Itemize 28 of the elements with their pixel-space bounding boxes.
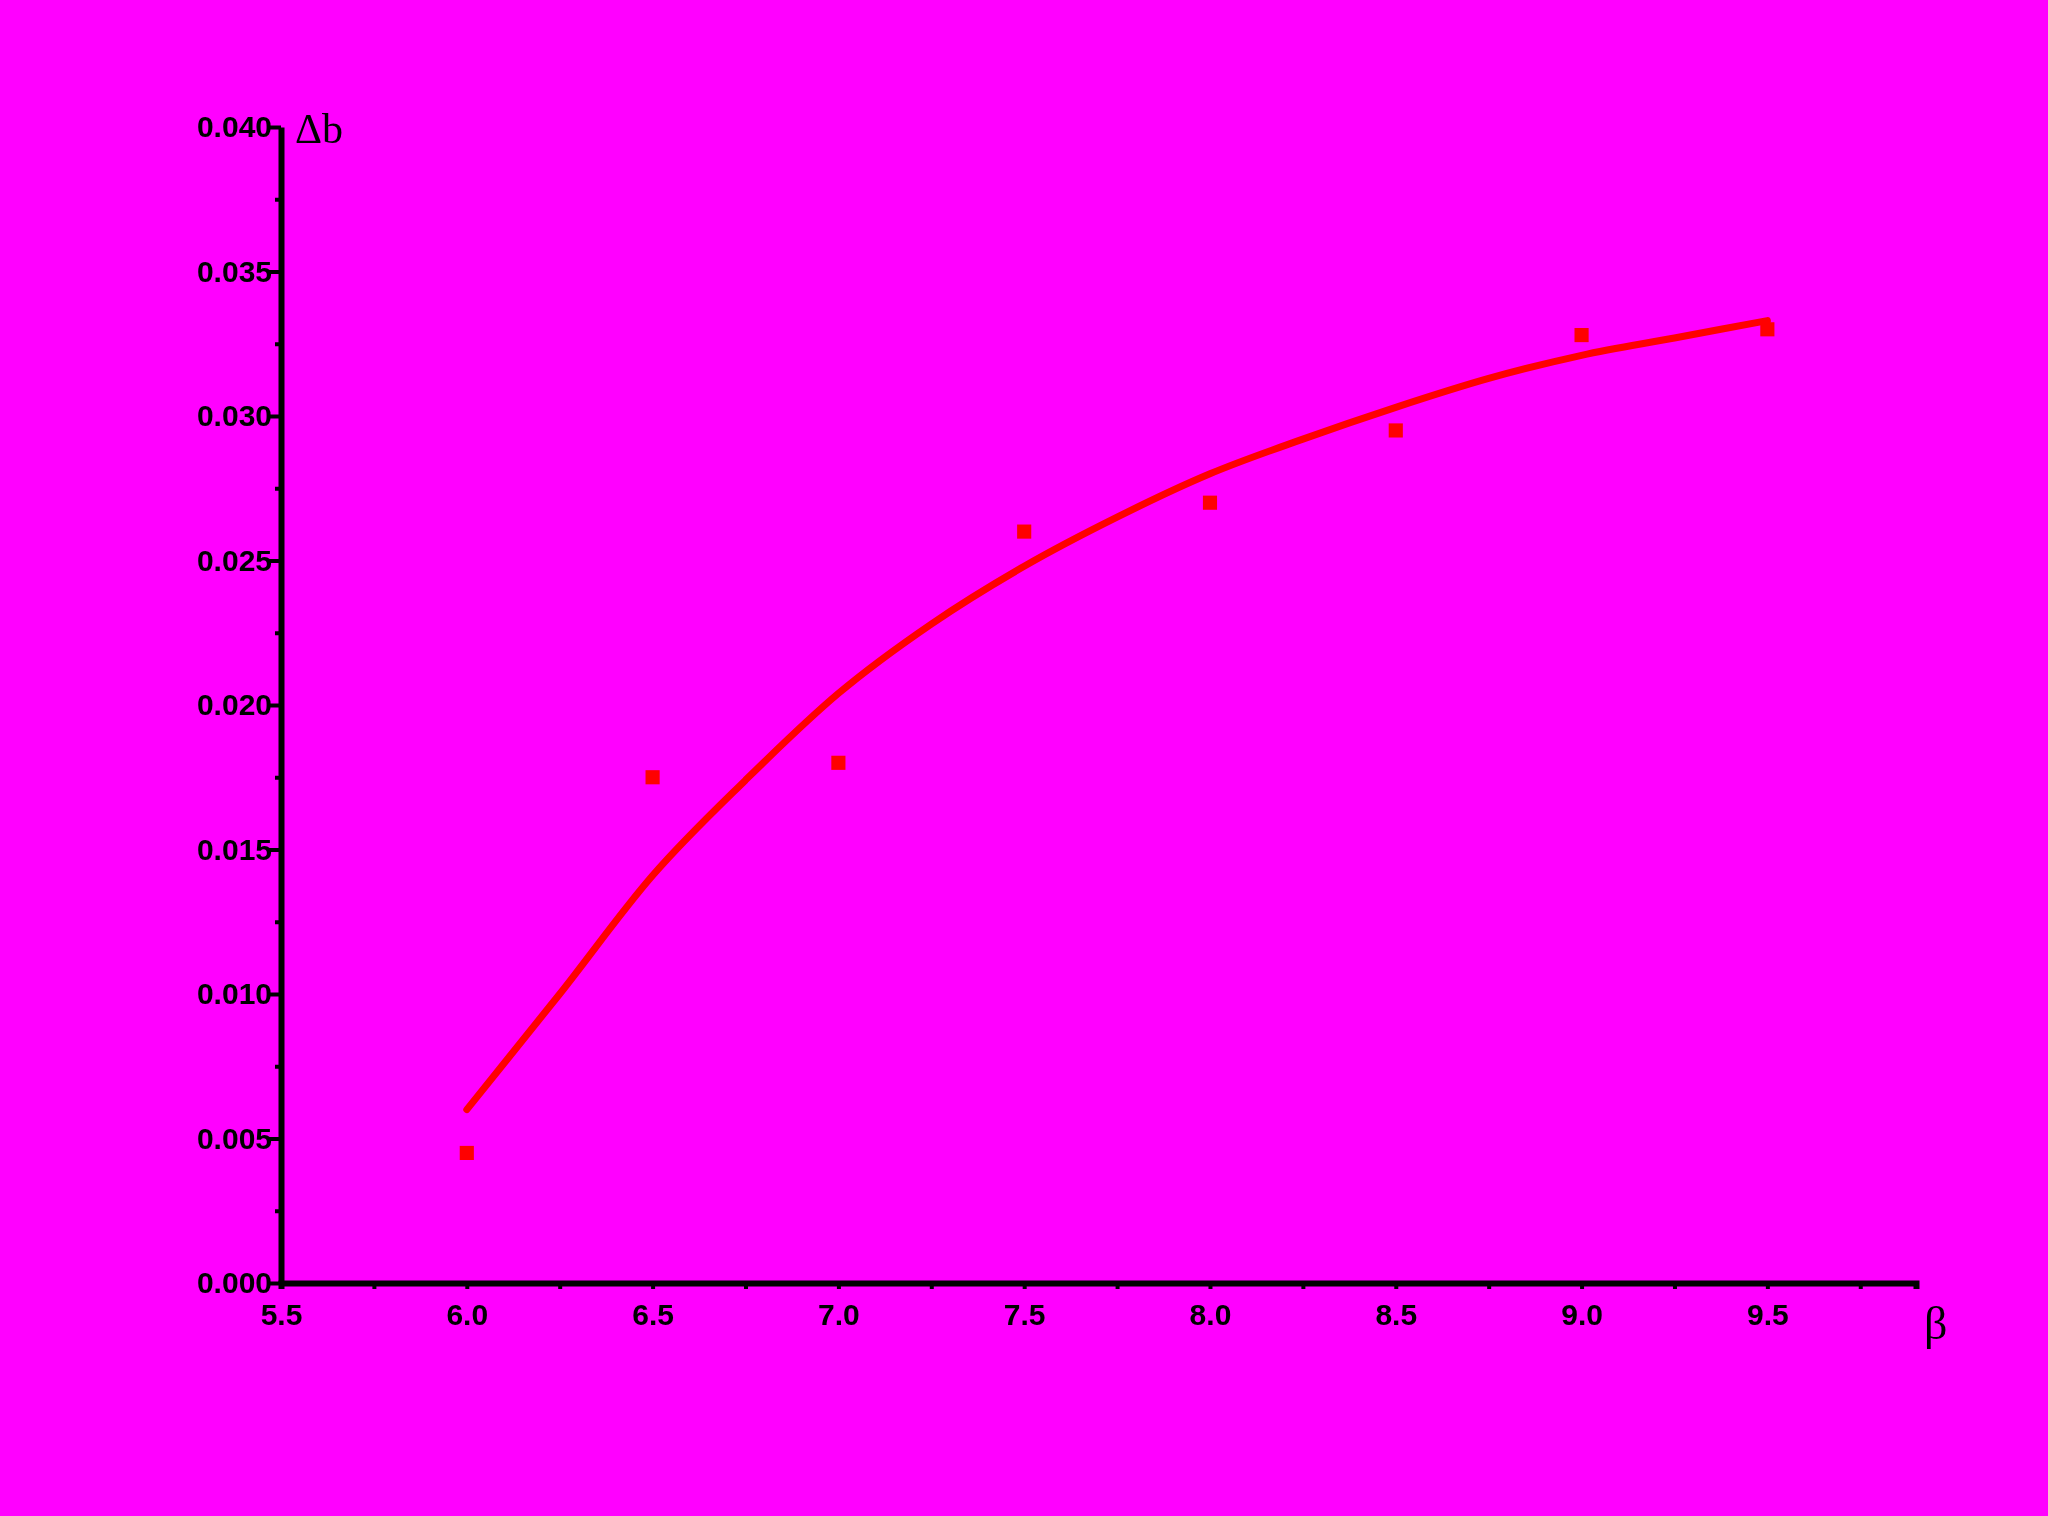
- x-tick-label: 6.5: [632, 1298, 674, 1331]
- point: [1760, 322, 1775, 337]
- point: [645, 770, 660, 785]
- y-tick-label: 0.035: [196, 254, 272, 288]
- x-tick-label: 6.0: [446, 1298, 489, 1331]
- point: [1574, 328, 1589, 343]
- x-tick-label: 8.5: [1375, 1298, 1418, 1331]
- point: [1388, 423, 1403, 438]
- y-tick-label: 0.000: [196, 1266, 272, 1300]
- x-axis-title: β: [1924, 1298, 1948, 1349]
- x-tick-label: 8.0: [1189, 1298, 1232, 1331]
- y-axis-title: Δb: [295, 106, 344, 152]
- x-tick-label: 7.0: [818, 1298, 860, 1331]
- x-tick-label: 7.5: [1003, 1298, 1046, 1331]
- point: [459, 1145, 474, 1161]
- point: [831, 755, 846, 770]
- y-tick-label: 0.010: [196, 977, 272, 1011]
- y-tick-label: 0.040: [196, 110, 272, 144]
- x-tick-label: 9.5: [1747, 1298, 1789, 1331]
- y-tick-label: 0.020: [196, 688, 272, 722]
- y-tick-label: 0.005: [196, 1121, 272, 1155]
- y-tick-label: 0.025: [196, 543, 272, 577]
- point: [1017, 524, 1032, 539]
- point: [1202, 495, 1218, 510]
- y-tick-label: 0.015: [196, 832, 272, 866]
- x-tick-label: 5.5: [260, 1298, 303, 1331]
- y-tick-label: 0.030: [196, 399, 272, 433]
- x-tick-label: 9.0: [1561, 1298, 1603, 1331]
